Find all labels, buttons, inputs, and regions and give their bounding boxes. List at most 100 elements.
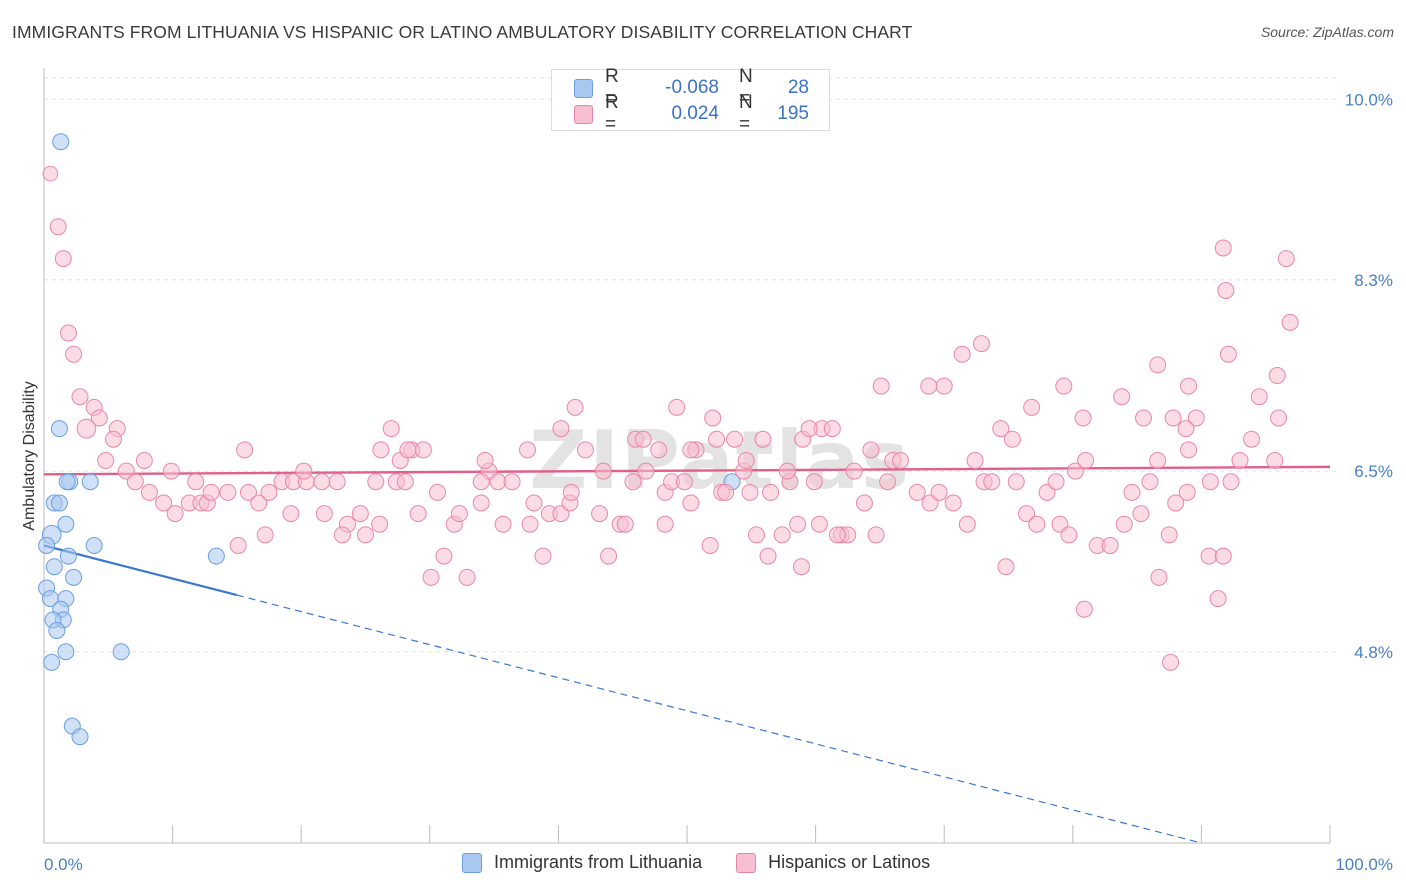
point-hispanic	[202, 483, 220, 501]
point-hispanic	[920, 377, 938, 395]
legend-row-lithuania: R = -0.068 N = 28	[574, 66, 809, 109]
point-hispanic	[1132, 505, 1150, 523]
series-label-hispanic: Hispanics or Latinos	[768, 852, 931, 872]
point-hispanic	[682, 494, 700, 512]
data-points	[38, 133, 1299, 746]
point-hispanic	[104, 430, 122, 448]
point-hispanic	[295, 462, 313, 480]
point-hispanic	[236, 441, 254, 459]
point-hispanic	[521, 515, 539, 533]
series-legend-item-lithuania[interactable]: Immigrants from Lithuania	[462, 852, 702, 873]
point-hispanic	[872, 377, 890, 395]
point-hispanic	[701, 537, 719, 554]
tick-labels: 4.8% 6.5% 8.3% 10.0% 0.0% 100.0% Ambulatory Di…	[21, 90, 1393, 874]
point-hispanic	[97, 452, 115, 469]
legend-r-value: -0.068	[665, 77, 719, 98]
point-hispanic	[828, 526, 846, 544]
point-hispanic	[1023, 398, 1041, 416]
point-hispanic	[1177, 420, 1195, 438]
point-hispanic	[1028, 515, 1046, 533]
point-hispanic	[1066, 462, 1084, 480]
point-hispanic	[282, 505, 300, 523]
point-lithuania	[45, 558, 63, 576]
point-hispanic	[59, 324, 77, 342]
point-hispanic	[789, 515, 807, 533]
point-hispanic	[519, 441, 537, 459]
point-hispanic	[450, 505, 468, 523]
point-hispanic	[260, 483, 278, 501]
point-hispanic	[650, 441, 668, 459]
point-hispanic	[855, 494, 873, 512]
point-hispanic	[1214, 547, 1232, 565]
point-hispanic	[800, 420, 818, 438]
point-hispanic	[908, 483, 926, 501]
point-hispanic	[823, 420, 841, 438]
point-hispanic	[1209, 590, 1227, 608]
point-hispanic	[708, 430, 726, 448]
point-hispanic	[552, 420, 570, 438]
point-hispanic	[382, 420, 400, 438]
y-tick-label: 10.0%	[1345, 90, 1393, 109]
point-hispanic	[155, 494, 173, 512]
legend-n-value: 195	[777, 103, 809, 124]
point-hispanic	[624, 473, 642, 491]
point-hispanic	[414, 441, 432, 459]
series-swatch-hispanic	[736, 852, 757, 873]
point-hispanic	[935, 377, 953, 395]
point-hispanic	[576, 441, 594, 459]
trend-line-lithuania-extension	[236, 594, 1202, 844]
point-hispanic	[966, 452, 984, 469]
point-hispanic	[972, 335, 990, 353]
point-hispanic	[616, 515, 634, 533]
point-hispanic	[1180, 441, 1198, 459]
point-hispanic	[1055, 377, 1073, 395]
point-hispanic	[792, 558, 810, 576]
legend-r-value: 0.024	[671, 103, 719, 124]
point-hispanic	[1178, 483, 1196, 501]
point-hispanic	[759, 547, 777, 565]
point-hispanic	[704, 409, 722, 427]
point-hispanic	[1075, 600, 1093, 618]
series-label-lithuania: Immigrants from Lithuania	[494, 852, 703, 872]
point-hispanic	[805, 473, 823, 491]
point-lithuania	[50, 420, 68, 438]
point-hispanic	[371, 515, 389, 533]
point-lithuania	[59, 547, 77, 565]
point-hispanic	[754, 430, 772, 448]
series-legend-item-hispanic[interactable]: Hispanics or Latinos	[736, 852, 930, 873]
point-hispanic	[637, 462, 655, 480]
point-hispanic	[1268, 367, 1286, 384]
point-hispanic	[634, 430, 652, 448]
point-lithuania	[71, 728, 89, 746]
point-hispanic	[992, 420, 1010, 438]
point-hispanic	[1200, 547, 1218, 565]
point-hispanic	[1150, 568, 1168, 586]
point-hispanic	[1077, 452, 1095, 469]
point-hispanic	[49, 218, 67, 236]
point-hispanic	[71, 388, 89, 406]
point-hispanic	[1135, 409, 1153, 427]
point-hispanic	[472, 473, 490, 491]
point-hispanic	[534, 547, 552, 565]
x-tick-label: 100.0%	[1335, 855, 1393, 874]
point-hispanic	[1219, 345, 1237, 363]
point-hispanic	[472, 494, 490, 512]
x-tick-label: 0.0%	[44, 855, 83, 874]
point-hispanic	[675, 473, 693, 491]
point-hispanic	[1270, 409, 1288, 427]
legend-row-hispanic: R = 0.024 N = 195	[574, 92, 809, 135]
point-hispanic	[54, 250, 72, 268]
point-hispanic	[862, 441, 880, 459]
point-hispanic	[778, 462, 796, 480]
point-hispanic	[422, 568, 440, 586]
point-hispanic	[1164, 409, 1182, 427]
point-hispanic	[435, 547, 453, 565]
point-lithuania	[112, 643, 130, 661]
point-hispanic	[90, 409, 108, 427]
point-hispanic	[1167, 494, 1185, 512]
point-hispanic	[1149, 452, 1167, 469]
y-tick-label: 6.5%	[1354, 462, 1393, 481]
point-lithuania	[81, 473, 99, 491]
point-hispanic	[1101, 537, 1119, 554]
